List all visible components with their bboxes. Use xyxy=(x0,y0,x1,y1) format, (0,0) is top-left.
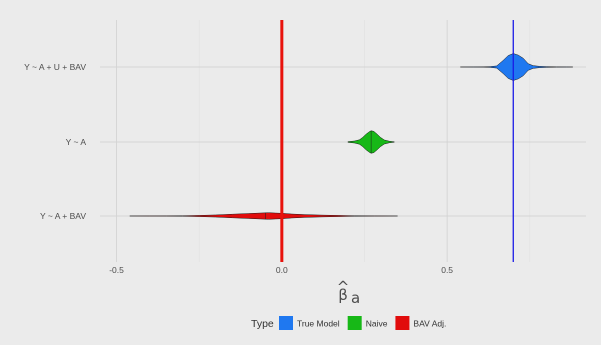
y-tick-label: Y ~ A xyxy=(66,137,87,147)
legend-label: True Model xyxy=(297,319,340,329)
x-axis-title-main: β xyxy=(338,286,348,304)
legend-label: Naive xyxy=(366,319,388,329)
violin-true-model xyxy=(460,53,574,81)
reference-lines xyxy=(280,20,514,262)
x-tick-labels: -0.5 0.0 0.5 xyxy=(109,265,453,275)
x-axis-title-hat: ^ xyxy=(337,278,350,296)
y-tick-label: Y ~ A + U + BAV xyxy=(24,62,86,72)
legend-key-true-model xyxy=(279,316,293,330)
legend: Type True Model Naive BAV Adj. xyxy=(251,316,446,330)
x-tick-label: -0.5 xyxy=(109,265,124,275)
legend-label: BAV Adj. xyxy=(413,319,446,329)
legend-key-naive xyxy=(347,316,362,330)
violin-bav-adj xyxy=(129,212,398,220)
legend-key-bav-adj xyxy=(395,316,410,330)
x-axis-title: ^ β a xyxy=(337,278,360,307)
legend-title: Type xyxy=(251,318,274,330)
x-tick-label: 0.5 xyxy=(441,265,453,275)
x-tick-label: 0.0 xyxy=(276,265,288,275)
x-axis-title-sub: a xyxy=(351,289,360,307)
y-tick-labels: Y ~ A + U + BAV Y ~ A Y ~ A + BAV xyxy=(24,62,86,221)
y-tick-label: Y ~ A + BAV xyxy=(40,211,86,221)
